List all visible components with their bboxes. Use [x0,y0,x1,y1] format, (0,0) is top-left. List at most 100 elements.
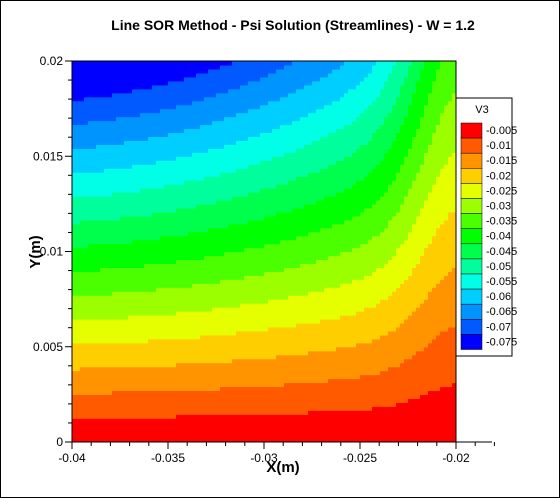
contour-cell [132,366,137,372]
contour-cell [404,366,409,372]
contour-cell [432,239,437,245]
contour-cell [216,279,221,284]
contour-cell [256,326,261,332]
contour-cell [404,279,409,284]
contour-cell [224,279,229,284]
contour-cell [248,414,253,419]
contour-cell [268,394,273,399]
contour-cell [192,358,197,364]
contour-cell [392,366,397,372]
contour-cell [348,334,353,340]
contour-cell [96,334,101,340]
contour-cell [152,414,157,419]
contour-cell [324,382,329,388]
contour-cell [220,299,225,304]
contour-cell [316,334,321,340]
contour-cell [176,438,181,442]
contour-cell [352,330,357,336]
contour-cell [416,271,421,276]
contour-cell [156,299,161,304]
contour-cell [168,394,173,399]
contour-cell [296,318,301,324]
contour-cell [116,235,121,241]
contour-cell [416,402,421,407]
contour-cell [124,386,129,392]
contour-cell [352,370,357,376]
contour-cell [188,279,193,284]
contour-cell [284,311,289,316]
contour-cell [420,334,425,340]
contour-cell [204,295,209,300]
contour-cell [208,267,213,272]
contour-cell [116,342,121,348]
contour-cell [308,362,313,368]
contour-cell [72,374,77,380]
contour-cell [188,235,193,241]
contour-cell [84,342,89,348]
contour-cell [220,438,225,442]
contour-cell [288,334,293,340]
contour-cell [172,414,177,419]
contour-cell [112,358,117,364]
contour-cell [232,299,237,304]
contour-cell [280,263,285,268]
contour-cell [172,322,177,328]
contour-cell [180,326,185,332]
contour-cell [256,303,261,308]
contour-cell [240,346,245,352]
contour-cell [220,430,225,435]
contour-cell [428,303,433,308]
contour-cell [404,259,409,265]
contour-cell [76,291,81,296]
contour-cell [452,311,456,316]
contour-cell [300,438,305,442]
contour-cell [396,438,401,442]
contour-cell [240,239,245,245]
contour-cell [264,354,269,360]
contour-cell [336,299,341,304]
contour-cell [292,426,297,431]
contour-cell [368,299,373,304]
contour-cell [228,374,233,380]
contour-cell [92,263,97,268]
contour-cell [412,414,417,419]
contour-cell [264,350,269,356]
contour-cell [220,279,225,284]
contour-cell [328,263,333,268]
contour-cell [88,338,93,344]
contour-cell [200,386,205,392]
contour-cell [120,283,125,288]
contour-cell [340,291,345,296]
contour-cell [248,338,253,344]
contour-cell [80,430,85,435]
contour-cell [444,386,449,392]
contour-cell [196,382,201,388]
contour-cell [136,394,141,399]
contour-cell [444,322,449,328]
contour-cell [192,271,197,276]
contour-cell [420,299,425,304]
contour-cell [76,434,81,439]
contour-cell [356,287,361,292]
contour-cell [144,330,149,336]
contour-cell [432,259,437,265]
contour-cell [336,358,341,364]
contour-cell [328,370,333,376]
contour-cell [232,315,237,320]
contour-cell [120,418,125,423]
contour-cell [356,255,361,261]
contour-cell [148,350,153,356]
contour-cell [116,326,121,332]
contour-cell [76,362,81,368]
contour-cell [232,295,237,300]
contour-cell [184,390,189,395]
contour-cell [196,398,201,403]
contour-cell [384,366,389,372]
contour-cell [312,279,317,284]
contour-cell [240,430,245,435]
contour-cell [120,334,125,340]
contour-cell [212,426,217,431]
contour-cell [288,338,293,344]
contour-cell [224,322,229,328]
contour-cell [372,390,377,395]
